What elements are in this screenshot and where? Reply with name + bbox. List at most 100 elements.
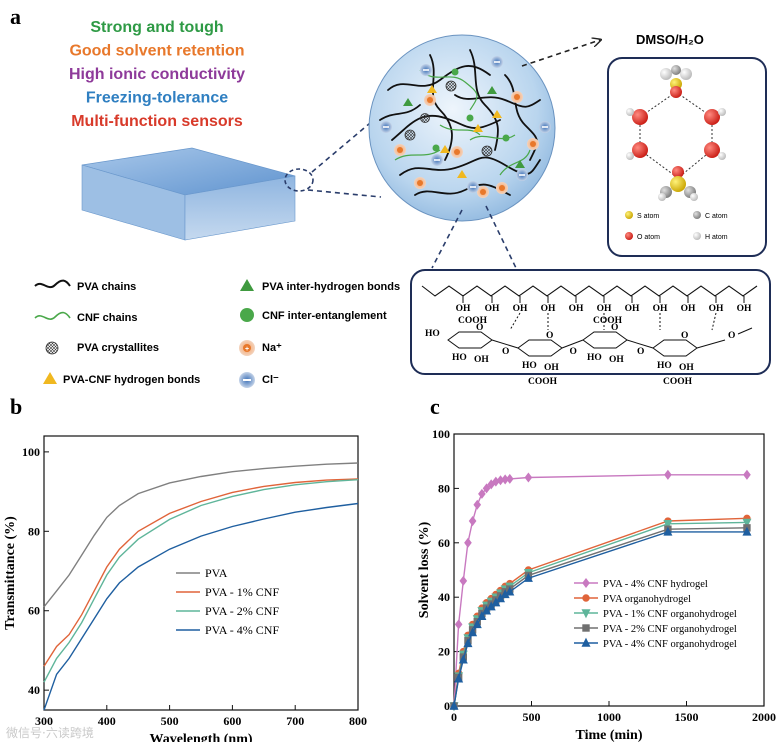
ring-o-label: O	[681, 331, 688, 341]
y-tick-label: 60	[28, 604, 40, 618]
data-point	[581, 609, 591, 619]
panel-c-letter: c	[430, 394, 440, 419]
feature-4: Multi-function sensors	[71, 113, 243, 130]
end-o-label: O	[728, 331, 735, 341]
legend-label: PVA - 1% CNF	[205, 585, 279, 599]
x-tick-label: 1000	[597, 710, 621, 724]
ring-ho-label: HO	[452, 353, 467, 363]
legend-label: PVA - 2% CNF	[205, 604, 279, 618]
legend-na: Na⁺	[262, 342, 282, 354]
ring-o-label: O	[546, 331, 553, 341]
feature-2: High ionic conductivity	[69, 66, 245, 83]
data-point	[463, 638, 473, 648]
data-point	[454, 619, 463, 630]
data-point	[524, 472, 533, 483]
legend-cnf-entanglement: CNF inter-entanglement	[262, 310, 387, 322]
data-point	[582, 594, 590, 602]
legend-cl: Cl⁻	[262, 374, 279, 386]
ring-ho-label: HO	[522, 361, 537, 371]
network-sphere	[368, 34, 556, 222]
ring-ho-label: HO	[587, 353, 602, 363]
data-point	[473, 499, 482, 510]
legend-label: PVA - 4% CNF	[205, 623, 279, 637]
ring-oh-label: OH	[679, 363, 694, 373]
cl-ions	[380, 56, 551, 193]
feature-list: Strong and tough Good solvent retention Hi…	[69, 19, 245, 130]
cooh-label: COOH	[528, 377, 558, 387]
legend: PVA PVA - 1% CNF PVA - 2% CNF PVA - 4% CNF	[176, 566, 279, 637]
na-ions	[394, 91, 539, 198]
y-tick-label: 0	[444, 699, 450, 713]
data-point	[663, 520, 673, 530]
data-point	[454, 673, 464, 683]
data-point	[468, 627, 478, 637]
panel-c: c 0 500 1000 1500 2000 0 20 40 60 80 100 Time (min)…	[417, 394, 776, 742]
series-line-3	[43, 502, 359, 711]
feature-3: Freezing-tolerance	[86, 90, 228, 107]
data-point	[582, 577, 590, 589]
oh-label: OH	[541, 304, 556, 314]
y-tick-label: 80	[28, 524, 40, 538]
solvent-label: DMSO/H₂O	[636, 32, 704, 47]
ring-o-label: O	[611, 323, 618, 333]
x-tick-label: 1500	[675, 710, 699, 724]
oh-label: OH	[569, 304, 584, 314]
series-line-0	[43, 462, 359, 608]
cooh-label: COOH	[458, 316, 488, 326]
h-atom-label: H atom	[705, 234, 728, 241]
ring-oh-label: OH	[609, 355, 624, 365]
cooh-label: COOH	[663, 377, 693, 387]
legend-label: PVA - 4% CNF hydrogel	[603, 579, 708, 590]
feature-1: Good solvent retention	[69, 43, 244, 60]
data-point	[742, 526, 752, 536]
x-tick-label: 300	[35, 714, 53, 728]
panel-b: b 300 400 500 600 700 800 40 60 80 100 Wavelength …	[3, 394, 367, 742]
data-point	[743, 469, 751, 480]
oh-label: OH	[681, 304, 696, 314]
panel-a-letter: a	[10, 4, 21, 29]
legend-label: PVA - 4% CNF organohydrogel	[603, 639, 737, 650]
x-axis-label: Time (min)	[575, 728, 642, 742]
data-point	[523, 572, 533, 582]
ring-oh-label: OH	[544, 363, 559, 373]
legend-label: PVA organohydrogel	[603, 594, 691, 605]
oh-label: OH	[709, 304, 724, 314]
legend-pva-chains: PVA chains	[77, 281, 136, 293]
zoom-ellipse	[284, 168, 314, 192]
y-tick-label: 60	[438, 536, 450, 550]
x-tick-label: 700	[286, 714, 304, 728]
panel-a: a Strong and tough Good solvent retention…	[10, 4, 771, 388]
series-line-1	[43, 478, 359, 667]
legend-pva-inter-hbonds: PVA inter-hydrogen bonds	[262, 281, 400, 293]
y-tick-label: 100	[432, 427, 450, 441]
svg-text:+: +	[245, 346, 249, 353]
oh-label: OH	[737, 304, 752, 314]
plot-frame	[43, 435, 359, 711]
legend-label: PVA	[205, 566, 228, 580]
data-point	[459, 575, 468, 586]
data-point	[458, 654, 468, 664]
x-tick-label: 500	[161, 714, 179, 728]
o-atom-label: O atom	[637, 234, 660, 241]
data-point	[468, 516, 477, 527]
x-tick-label: 800	[349, 714, 367, 728]
feature-0: Strong and tough	[90, 19, 223, 36]
s-atom-label: S atom	[637, 213, 659, 220]
oh-label: OH	[485, 304, 500, 314]
x-axis-label: Wavelength (nm)	[149, 732, 252, 742]
data-point	[505, 473, 514, 484]
data-point	[663, 526, 673, 536]
cooh-label: COOH	[593, 316, 623, 326]
data-point	[581, 637, 591, 647]
legend: PVA - 4% CNF hydrogel PVA organohydrogel P…	[574, 577, 737, 650]
ring-o-label: O	[476, 323, 483, 333]
legend-pva-crystallites: PVA crystallites	[77, 342, 159, 354]
oh-label: OH	[653, 304, 668, 314]
data-point	[472, 619, 482, 629]
y-tick-label: 20	[438, 645, 450, 659]
ring-ho-label: HO	[657, 361, 672, 371]
legend-pva-cnf-hbonds: PVA-CNF hydrogen bonds	[63, 374, 200, 386]
legend-cnf-chains: CNF chains	[77, 312, 138, 324]
y-axis-label: Transmittance (%)	[3, 516, 18, 630]
c-atom-label: C atom	[705, 213, 728, 220]
